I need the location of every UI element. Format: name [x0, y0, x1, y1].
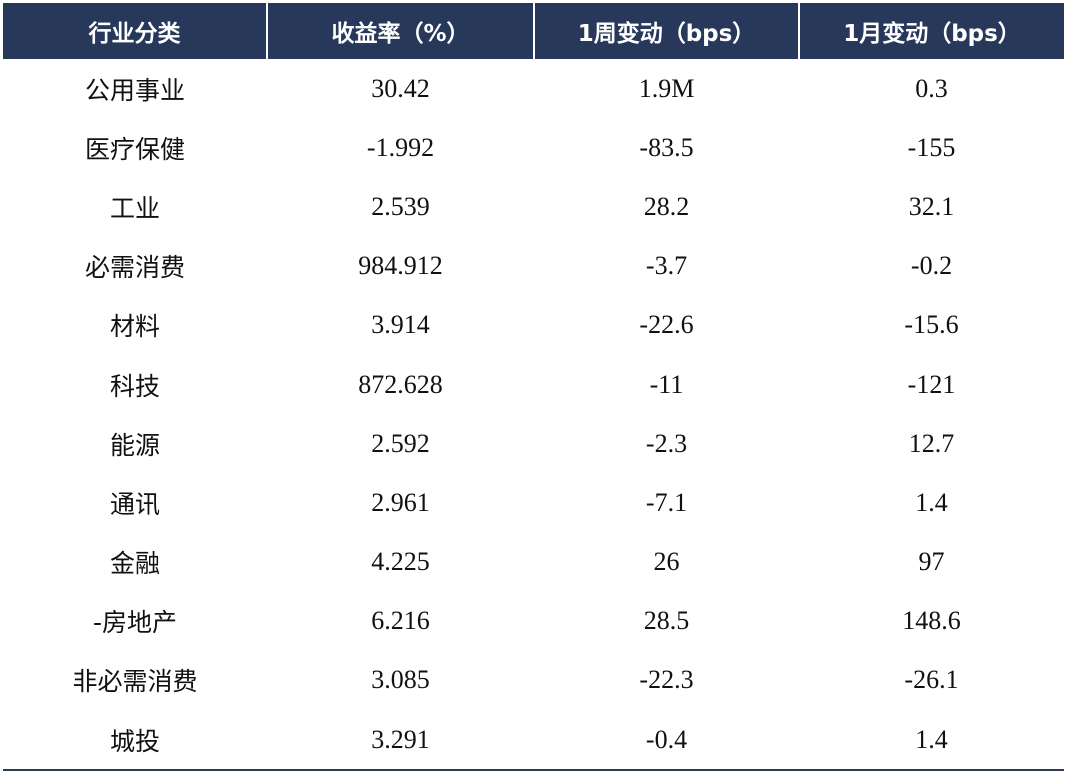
- sector-cell: 能源: [109, 430, 160, 460]
- sector-cell: 金融: [109, 549, 160, 579]
- yield-cell: 4.225: [371, 547, 430, 577]
- yield-cell: 6.216: [371, 606, 430, 636]
- week-change-cell: -22.6: [639, 310, 694, 340]
- yield-cell: 3.914: [371, 310, 430, 340]
- week-change-cell: -83.5: [639, 132, 694, 162]
- sector-cell: 非必需消费: [72, 667, 198, 697]
- table-row: 通讯 2.961 -7.1 1.4: [3, 473, 1064, 532]
- month-change-cell: 12.7: [908, 428, 955, 458]
- sector-cell: 必需消费: [84, 253, 185, 283]
- table-row: 能源 2.592 -2.3 12.7: [3, 414, 1064, 473]
- yield-cell: 3.291: [371, 724, 430, 754]
- sector-cell: 城投: [109, 726, 160, 756]
- month-change-cell: 1.4: [915, 724, 948, 754]
- table-row: 城投 3.291 -0.4 1.4: [3, 710, 1064, 770]
- header-yield: 收益率（%）: [266, 3, 535, 59]
- sector-cell: 科技: [109, 371, 160, 401]
- month-change-cell: 97: [918, 547, 945, 577]
- header-sector: 行业分类: [3, 3, 268, 59]
- sector-cell: 医疗保健: [84, 134, 185, 164]
- week-change-cell: 1.9M: [638, 73, 695, 103]
- table-row: 必需消费 984.912 -3.7 -0.2: [3, 237, 1064, 296]
- sector-yield-table: 行业分类 收益率（%） 1周变动（bps） 1月变动（bps） 公用事业 30.…: [3, 3, 1064, 772]
- week-change-cell: -2.3: [645, 428, 688, 458]
- month-change-cell: -15.6: [904, 310, 959, 340]
- yield-cell: -1.992: [366, 132, 435, 162]
- week-change-cell: -22.3: [639, 665, 694, 695]
- month-change-cell: 0.3: [915, 73, 948, 103]
- month-change-cell: 1.4: [915, 487, 948, 517]
- table-row: 科技 872.628 -11 -121: [3, 355, 1064, 414]
- yield-cell: 984.912: [358, 251, 443, 281]
- week-change-cell: -0.4: [645, 724, 688, 754]
- header-row: 行业分类 收益率（%） 1周变动（bps） 1月变动（bps）: [3, 3, 1064, 59]
- month-change-cell: -155: [907, 132, 956, 162]
- yield-cell: 2.961: [371, 487, 430, 517]
- week-change-cell: -3.7: [645, 251, 688, 281]
- week-change-cell: 26: [653, 547, 680, 577]
- week-change-cell: 28.2: [643, 191, 690, 221]
- sector-cell: -房地产: [92, 608, 178, 638]
- week-change-cell: -7.1: [645, 487, 688, 517]
- yield-cell: 3.085: [371, 665, 430, 695]
- table-row: 非必需消费 3.085 -22.3 -26.1: [3, 651, 1064, 710]
- week-change-cell: -11: [649, 369, 684, 399]
- table-row: 工业 2.539 28.2 32.1: [3, 177, 1064, 236]
- month-change-cell: 148.6: [902, 606, 961, 636]
- table-row: 医疗保健 -1.992 -83.5 -155: [3, 118, 1064, 177]
- month-change-cell: -121: [907, 369, 956, 399]
- yield-cell: 872.628: [358, 369, 443, 399]
- yield-cell: 2.539: [371, 191, 430, 221]
- month-change-cell: -0.2: [910, 251, 953, 281]
- month-change-cell: 32.1: [908, 191, 955, 221]
- table-row: -房地产 6.216 28.5 148.6: [3, 592, 1064, 651]
- header-week-change: 1周变动（bps）: [533, 3, 800, 59]
- table-body: 公用事业 30.42 1.9M 0.3 医疗保健 -1.992 -83.5 -1…: [3, 59, 1064, 770]
- sector-cell: 公用事业: [84, 75, 185, 105]
- yield-cell: 30.42: [371, 73, 430, 103]
- month-change-cell: -26.1: [904, 665, 959, 695]
- sector-cell: 通讯: [109, 489, 160, 519]
- header-month-change: 1月变动（bps）: [798, 3, 1064, 59]
- table-row: 公用事业 30.42 1.9M 0.3: [3, 59, 1064, 118]
- sector-cell: 工业: [109, 193, 160, 223]
- sector-cell: 材料: [109, 312, 160, 342]
- table-row: 金融 4.225 26 97: [3, 533, 1064, 592]
- table-row: 材料 3.914 -22.6 -15.6: [3, 296, 1064, 355]
- yield-cell: 2.592: [371, 428, 430, 458]
- table-header: 行业分类 收益率（%） 1周变动（bps） 1月变动（bps）: [3, 3, 1064, 59]
- week-change-cell: 28.5: [643, 606, 690, 636]
